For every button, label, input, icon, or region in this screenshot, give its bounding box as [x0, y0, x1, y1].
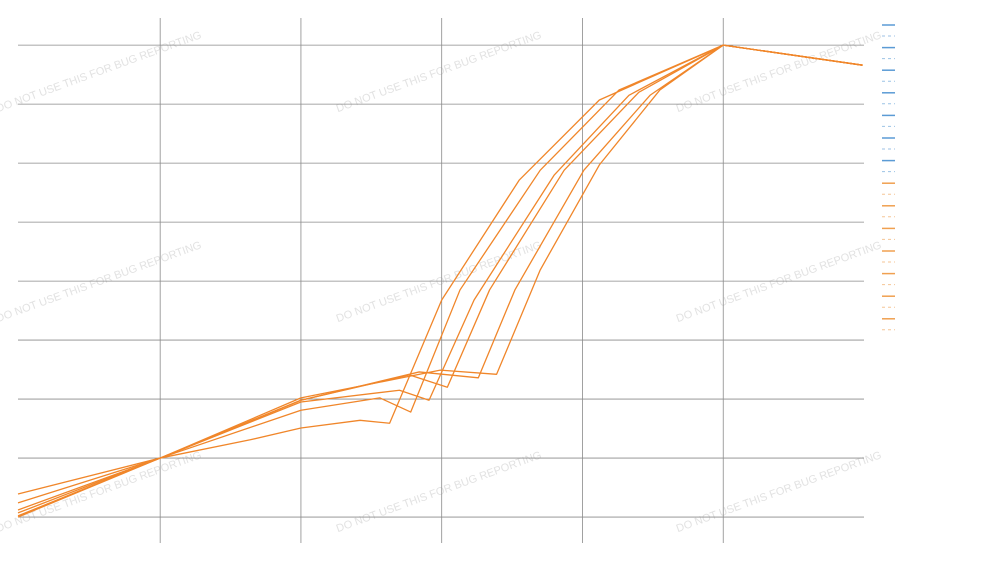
watermark: DO NOT USE THIS FOR BUG REPORTING: [0, 239, 203, 325]
watermark: DO NOT USE THIS FOR BUG REPORTING: [675, 449, 884, 535]
line-series: [17, 44, 863, 514]
line-series: [17, 44, 863, 517]
watermark: DO NOT USE THIS FOR BUG REPORTING: [335, 29, 544, 115]
watermark: DO NOT USE THIS FOR BUG REPORTING: [335, 449, 544, 535]
watermark: DO NOT USE THIS FOR BUG REPORTING: [675, 29, 884, 115]
line-series: [17, 44, 863, 504]
watermark: DO NOT USE THIS FOR BUG REPORTING: [0, 29, 203, 115]
line-series: [17, 44, 863, 495]
watermark: DO NOT USE THIS FOR BUG REPORTING: [0, 449, 203, 535]
watermark: DO NOT USE THIS FOR BUG REPORTING: [675, 239, 884, 325]
watermark: DO NOT USE THIS FOR BUG REPORTING: [335, 239, 544, 325]
line-series: [17, 44, 863, 518]
line-series: [17, 44, 863, 511]
